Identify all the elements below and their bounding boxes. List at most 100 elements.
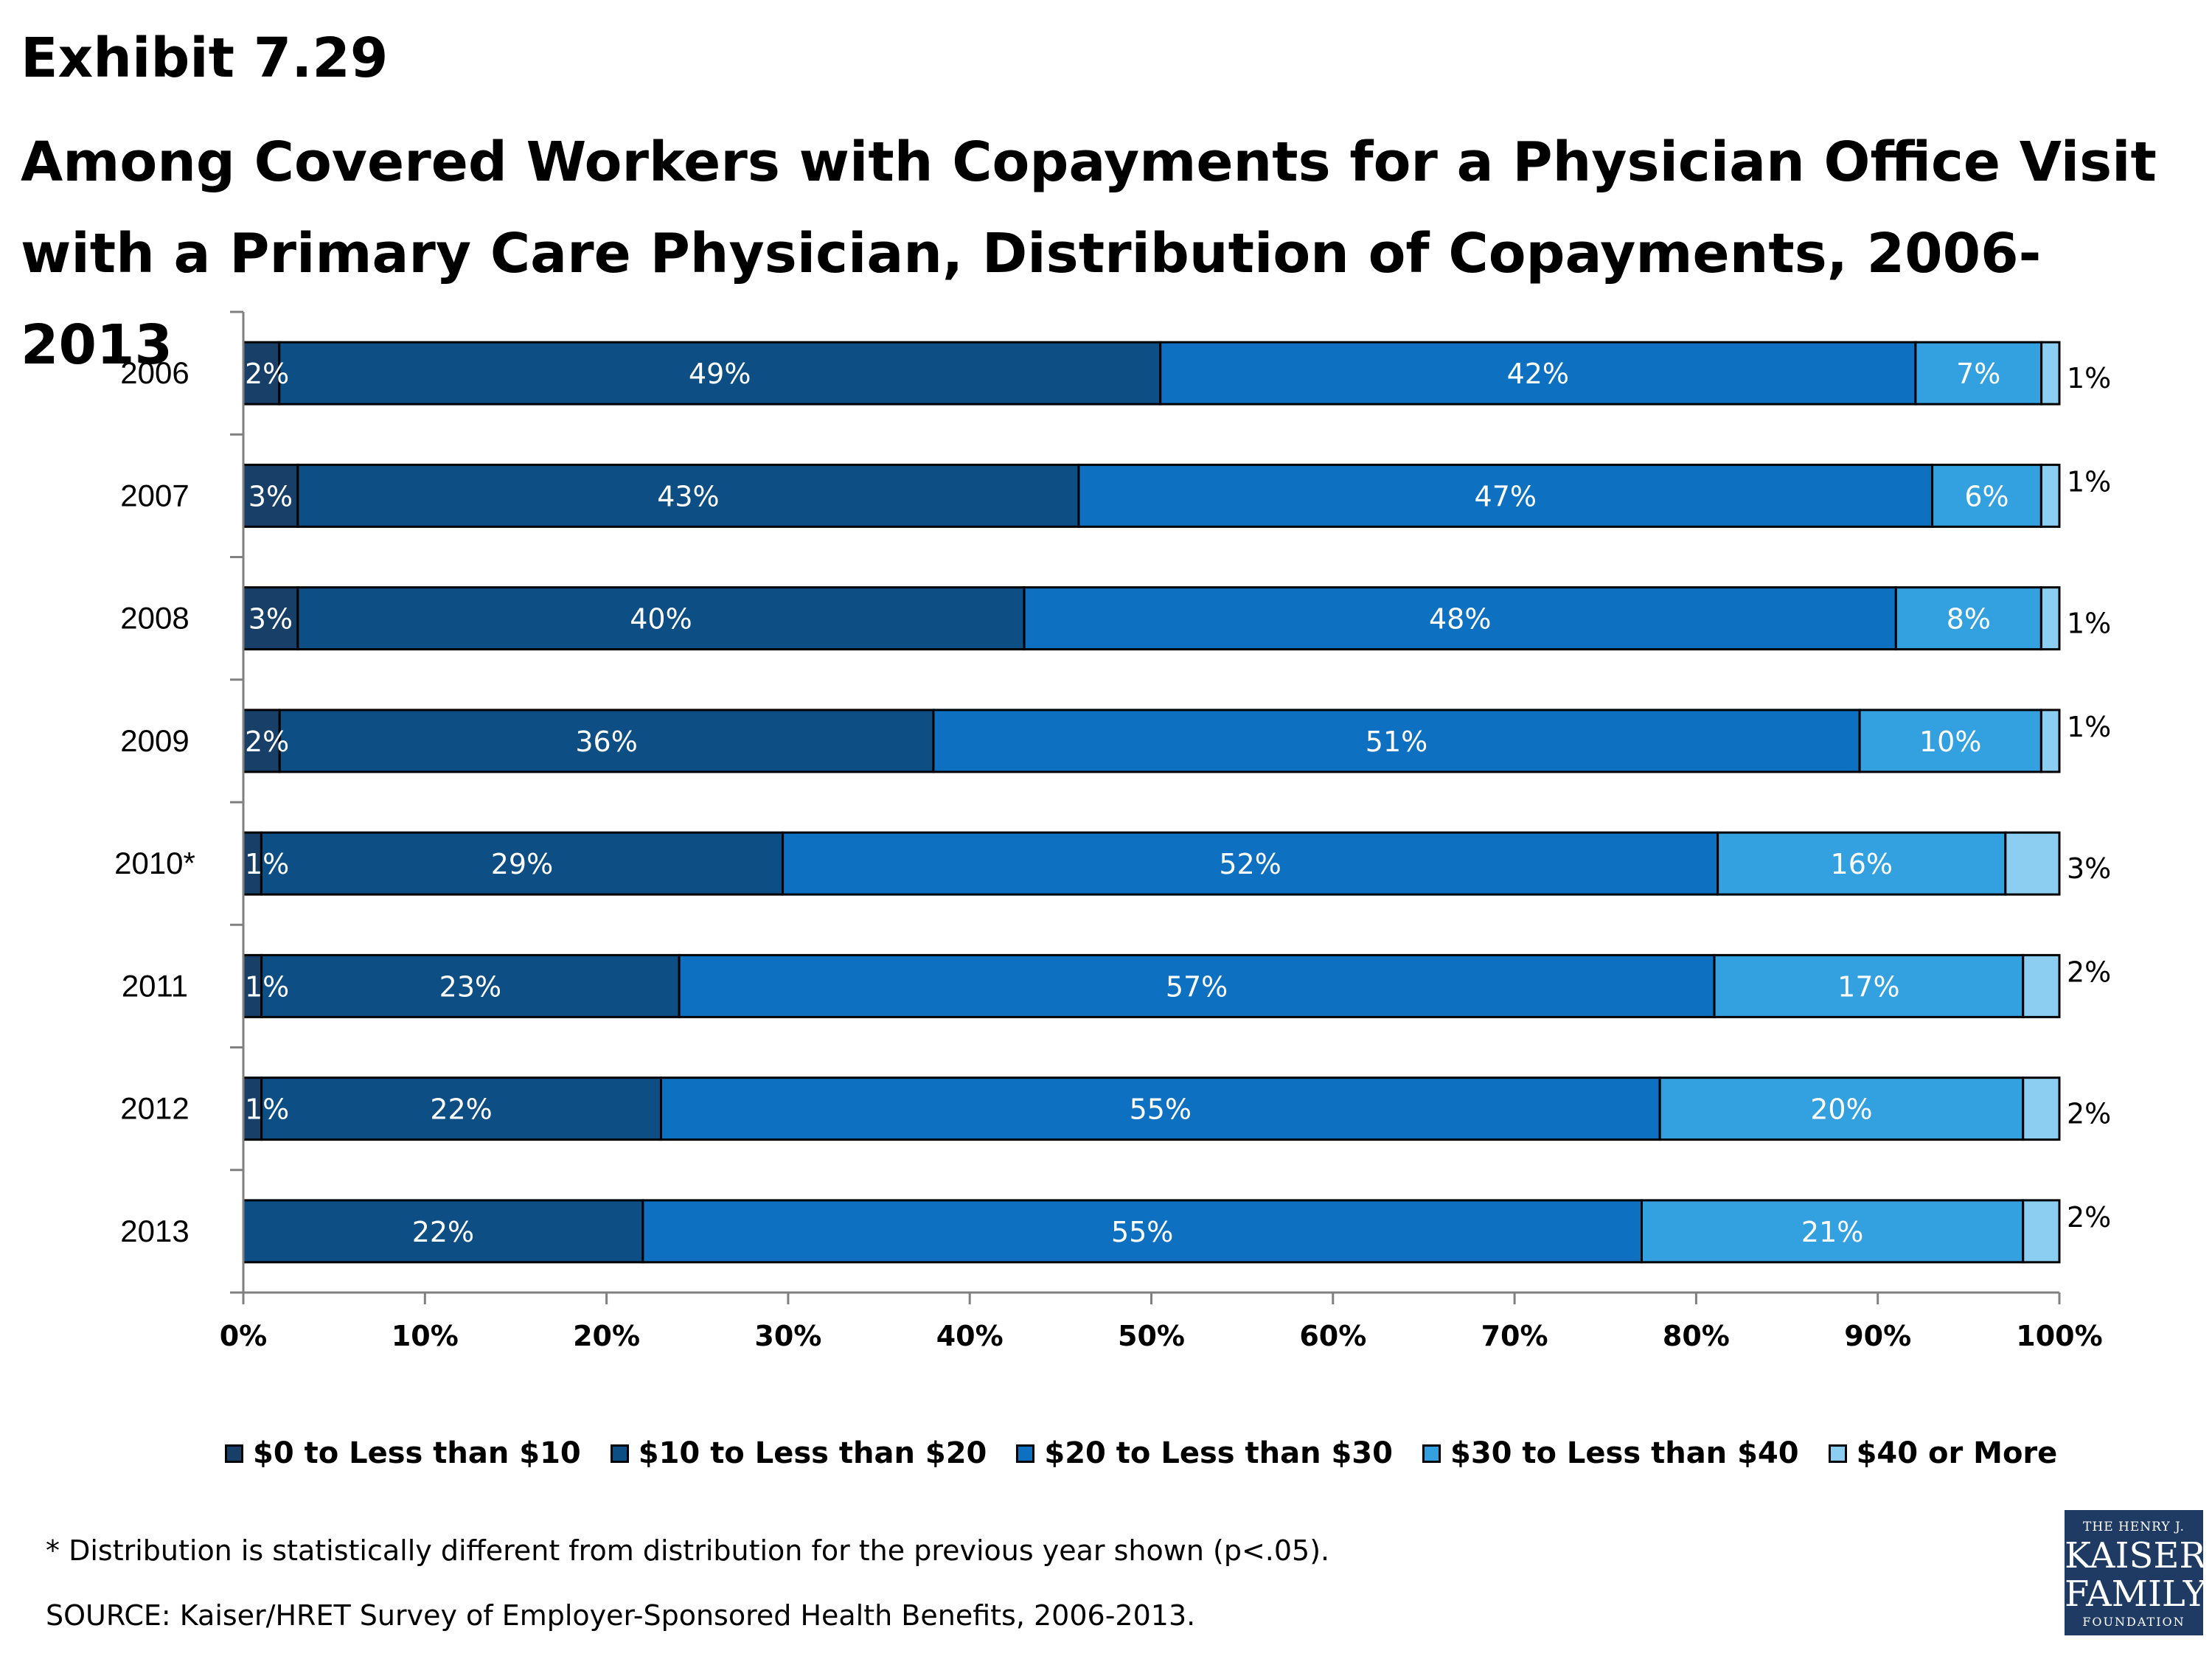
- outside-label: 1%: [2067, 362, 2111, 394]
- y-tick-label: 2012: [120, 1091, 189, 1126]
- logo-line-4: FOUNDATION: [2082, 1615, 2185, 1629]
- bar-segment: [2004, 831, 2061, 896]
- legend-label: $30 to Less than $40: [1450, 1436, 1799, 1470]
- kff-logo: THE HENRY J. KAISER FAMILY FOUNDATION: [2065, 1510, 2207, 1635]
- logo-line-2: KAISER: [2065, 1535, 2206, 1576]
- segment-label: 3%: [248, 480, 293, 512]
- bar-segment: [659, 1077, 1661, 1141]
- bar-segment: [1641, 1199, 2025, 1264]
- segment-label: 1%: [245, 970, 289, 1003]
- bar-segment: [260, 1077, 662, 1141]
- y-tick-label: 2010*: [114, 846, 195, 880]
- bar-segment: [2039, 463, 2061, 528]
- segment-label: 16%: [1831, 848, 1893, 880]
- bar-segment: [2039, 709, 2061, 773]
- x-tick-label: 40%: [936, 1320, 1004, 1352]
- segment-label: 55%: [1130, 1093, 1192, 1126]
- x-tick-label: 30%: [754, 1320, 821, 1352]
- legend-swatch: [610, 1444, 629, 1463]
- bar-segment: [242, 1199, 644, 1264]
- segment-label: 1%: [245, 848, 289, 880]
- outside-label: 2%: [2067, 956, 2111, 988]
- segment-label: 47%: [1475, 480, 1537, 512]
- bar-segment: [1931, 463, 2042, 528]
- segment-label: 42%: [1507, 358, 1569, 390]
- legend-label: $40 or More: [1856, 1436, 2058, 1470]
- bar-segment: [1159, 341, 1917, 406]
- segment-label: 22%: [430, 1093, 492, 1126]
- logo-line-3: FAMILY: [2065, 1573, 2207, 1615]
- chart-title: Among Covered Workers with Copayments fo…: [21, 131, 2157, 377]
- legend-swatch: [1828, 1444, 1847, 1463]
- bar-segment: [2022, 953, 2061, 1018]
- outside-labels: 1% 1% 1% 1% 3% 2% 2% 2%: [2067, 362, 2111, 1234]
- outside-label: 1%: [2067, 608, 2111, 640]
- source-note: SOURCE: Kaiser/HRET Survey of Employer-S…: [46, 1599, 1196, 1632]
- segment-label: 8%: [1947, 603, 1991, 636]
- legend-item: $30 to Less than $40: [1422, 1435, 1799, 1472]
- y-axis-labels: 2006 2007 2008 2009 2010* 2011 2012 2013: [114, 355, 195, 1248]
- bar-segment: [278, 341, 1162, 406]
- legend-item: $10 to Less than $20: [610, 1435, 987, 1472]
- x-tick-label: 20%: [573, 1320, 640, 1352]
- segment-label: 55%: [1111, 1216, 1173, 1248]
- legend-item: $20 to Less than $30: [1016, 1435, 1393, 1472]
- stacked-bar-chart: 2% 49% 42% 7% 3% 43% 47% 6% 3% 40% 48% 8% 2% 36% 51% 10…: [114, 310, 2111, 1352]
- logo-line-1: THE HENRY J.: [2083, 1520, 2185, 1534]
- x-tick-label: 60%: [1299, 1320, 1366, 1352]
- x-tick-label: 100%: [2016, 1320, 2102, 1352]
- outside-label: 1%: [2067, 711, 2111, 743]
- bar-segment: [2022, 1077, 2061, 1141]
- legend-swatch: [225, 1444, 243, 1463]
- y-tick-label: 2013: [120, 1214, 189, 1248]
- segment-label: 17%: [1837, 970, 1899, 1003]
- x-tick-label: 0%: [220, 1320, 268, 1352]
- x-tick-label: 10%: [392, 1320, 459, 1352]
- bar-segment: [1717, 831, 2007, 896]
- legend-item: $0 to Less than $10: [225, 1435, 581, 1472]
- legend-label: $0 to Less than $10: [253, 1436, 581, 1470]
- bar-segment: [1914, 341, 2043, 406]
- segment-label: 29%: [491, 848, 553, 880]
- segment-label: 7%: [1956, 358, 2000, 390]
- segment-label: 36%: [575, 726, 637, 758]
- bar-segments: [242, 341, 2061, 1264]
- x-tick-label: 50%: [1118, 1320, 1185, 1352]
- segment-label: 21%: [1801, 1216, 1863, 1248]
- x-tick-label: 90%: [1844, 1320, 1911, 1352]
- outside-label: 2%: [2067, 1201, 2111, 1234]
- bar-segment: [932, 709, 1861, 773]
- x-tick-label: 70%: [1481, 1320, 1548, 1352]
- y-tick-label: 2011: [122, 968, 188, 1003]
- x-tick-label: 80%: [1663, 1320, 1730, 1352]
- bar-segment: [2039, 586, 2061, 651]
- bar-segment: [1713, 953, 2025, 1018]
- segment-label: 57%: [1166, 970, 1228, 1003]
- bar-segment: [278, 709, 935, 773]
- legend-label: $10 to Less than $20: [638, 1436, 987, 1470]
- legend-item: $40 or More: [1828, 1435, 2058, 1472]
- outside-label: 2%: [2067, 1098, 2111, 1130]
- bar-segment: [1894, 586, 2042, 651]
- bar-segment: [2022, 1199, 2061, 1264]
- bar-segment: [1023, 586, 1897, 651]
- segment-label: 23%: [439, 970, 501, 1003]
- legend-swatch: [1422, 1444, 1441, 1463]
- segment-label: 20%: [1810, 1093, 1872, 1126]
- bar-segment: [260, 953, 681, 1018]
- segment-label: 22%: [412, 1216, 474, 1248]
- segment-labels: 2% 49% 42% 7% 3% 43% 47% 6% 3% 40% 48% 8% 2% 36% 51% 10…: [245, 358, 2009, 1248]
- exhibit-number: Exhibit 7.29: [21, 27, 389, 90]
- outside-label: 1%: [2067, 465, 2111, 498]
- legend: $0 to Less than $10 $10 to Less than $20 $…: [225, 1435, 2057, 1472]
- bar-segment: [242, 709, 281, 773]
- bar-segment: [242, 463, 299, 528]
- segment-label: 10%: [1919, 726, 1981, 758]
- segment-label: 6%: [1964, 480, 2008, 512]
- x-axis-labels: 0% 10% 20% 30% 40% 50% 60% 70% 80% 90% 100%: [220, 1320, 2103, 1352]
- y-tick-label: 2008: [120, 601, 189, 636]
- y-tick-label: 2006: [120, 355, 189, 390]
- bar-segment: [260, 831, 785, 896]
- segment-label: 52%: [1219, 848, 1281, 880]
- segment-label: 49%: [689, 358, 751, 390]
